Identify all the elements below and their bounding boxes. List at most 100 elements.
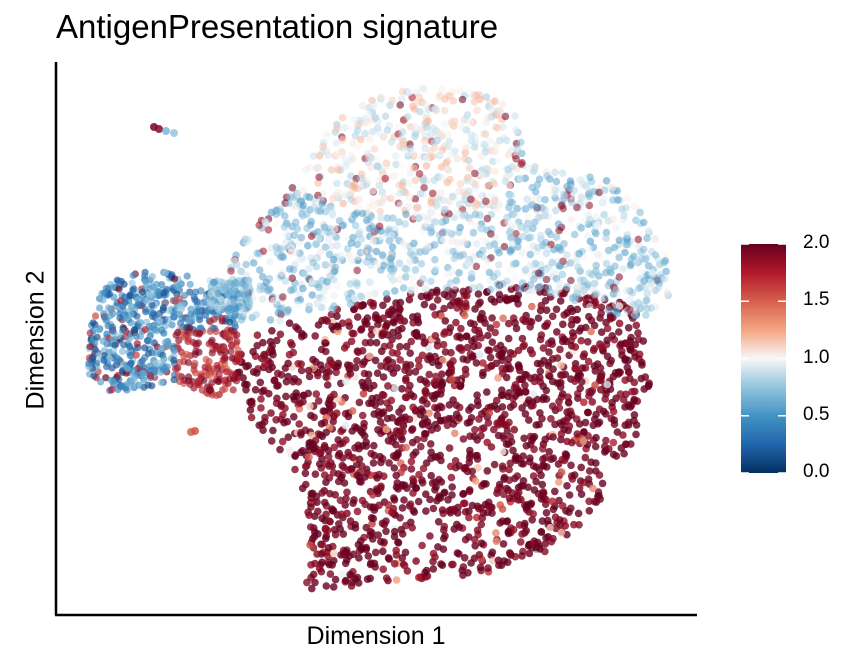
scatter-point [386,341,394,350]
scatter-point [120,280,128,288]
scatter-point [394,122,403,131]
scatter-point [247,413,256,422]
scatter-point [322,582,331,590]
scatter-point [267,437,276,445]
scatter-point [115,285,123,293]
scatter-point [601,448,609,456]
scatter-point [338,113,347,122]
scatter-point [448,375,456,384]
scatter-point [369,237,377,245]
scatter-point [412,98,421,107]
scatter-point [321,261,330,269]
scatter-point [574,394,582,403]
scatter-point [318,514,326,523]
scatter-point [654,283,663,292]
scatter-point [345,452,353,460]
scatter-point [599,195,608,204]
scatter-point [496,519,504,527]
scatter-point [318,455,326,463]
scatter-point [150,339,158,347]
scatter-point [328,561,337,569]
scatter-point [534,243,542,252]
scatter-point [227,267,235,275]
scatter-point [636,208,644,217]
scatter-point [139,370,147,378]
scatter-point [331,530,340,539]
scatter-point [277,244,285,253]
scatter-point [471,426,479,434]
scatter-point [422,154,430,163]
scatter-point [566,177,575,185]
scatter-point [421,100,430,109]
scatter-point [210,315,218,323]
scatter-point [541,547,549,556]
scatter-point [487,105,496,114]
scatter-point [332,139,341,147]
scatter-point [440,304,448,313]
scatter-point [605,306,613,314]
scatter-point [525,549,534,558]
scatter-point [591,381,599,390]
scatter-point [349,499,357,508]
scatter-point [374,531,383,539]
scatter-point [541,500,550,509]
scatter-point [519,232,528,241]
scatter-point [588,398,597,406]
scatter-point [293,224,301,232]
scatter-point [471,477,480,485]
scatter-point [402,265,411,274]
scatter-point [383,126,392,134]
scatter-point [518,404,526,412]
scatter-point [486,324,495,332]
scatter-point [89,353,97,361]
scatter-point [597,294,606,303]
scatter-point [555,496,563,505]
scatter-point [291,248,300,257]
scatter-point [305,511,313,519]
scatter-point [422,118,431,126]
scatter-point [409,149,418,157]
scatter-point [495,295,504,304]
scatter-point [487,230,495,238]
scatter-point [357,135,365,144]
scatter-point [515,488,523,497]
scatter-point [100,289,108,297]
scatter-point [390,560,399,568]
scatter-point [306,541,314,549]
scatter-point [529,510,537,518]
scatter-point [364,110,372,119]
scatter-point [361,383,370,392]
scatter-point [538,414,546,423]
scatter-point [176,295,184,303]
scatter-point [621,356,629,365]
scatter-point [511,274,519,283]
scatter-point [312,240,320,248]
scatter-point [300,270,309,279]
scatter-point [311,470,320,479]
scatter-point [541,196,549,204]
scatter-point [239,374,247,382]
scatter-point [267,208,276,217]
scatter-point [282,392,290,401]
scatter-point [353,279,361,288]
scatter-point [208,349,216,357]
scatter-point [460,291,469,300]
scatter-point [334,477,343,486]
scatter-point [274,309,283,317]
scatter-point [113,358,121,366]
scatter-point [485,346,494,355]
scatter-point [382,290,391,298]
scatter-point [335,520,343,528]
scatter-point [333,322,342,331]
scatter-point [276,445,284,454]
scatter-point [459,563,468,571]
scatter-point [502,517,511,526]
scatter-point [519,460,528,468]
scatter-point [466,432,474,441]
scatter-point [661,249,669,258]
scatter-point [344,412,353,421]
scatter-point [406,500,415,509]
scatter-point [481,130,490,138]
scatter-point [312,164,321,172]
scatter-point [126,352,134,360]
